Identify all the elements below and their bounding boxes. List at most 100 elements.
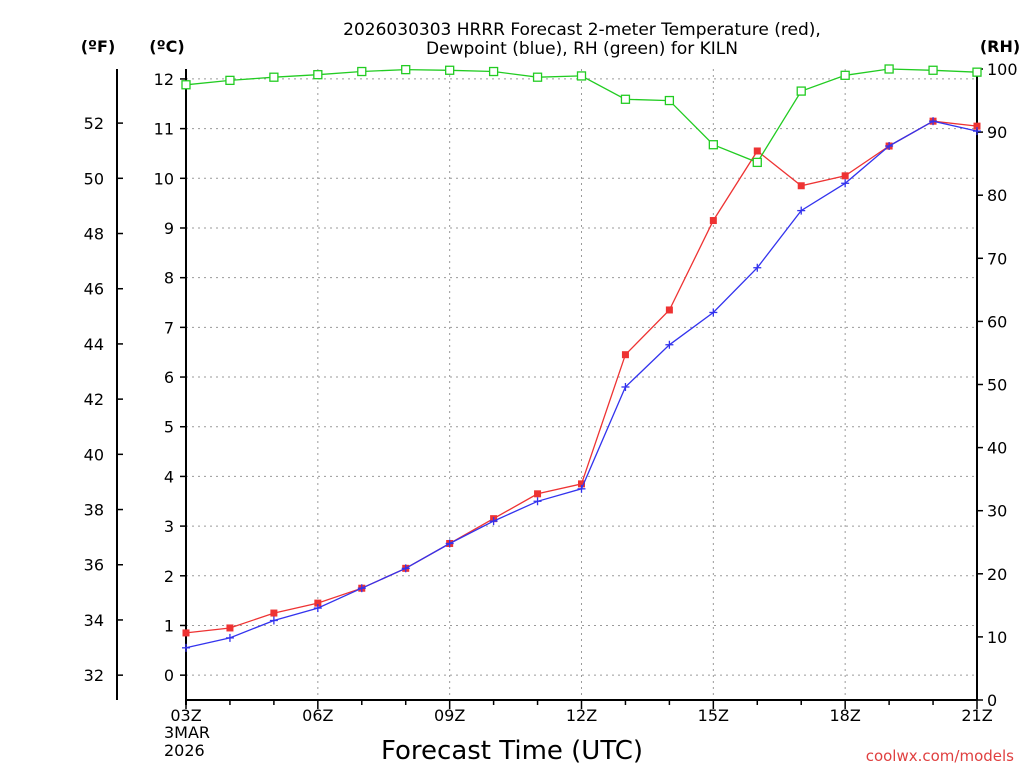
rh-point — [928, 65, 938, 75]
rh-unit-label: (RH) — [980, 37, 1020, 56]
dewpoint-point — [973, 127, 981, 136]
rh-point — [269, 72, 279, 82]
rh-point — [401, 64, 411, 75]
dewpoint-point — [929, 117, 938, 126]
dewpoint-point — [357, 584, 366, 593]
temperature-point — [841, 172, 849, 180]
dewpoint-point — [797, 206, 806, 215]
fahrenheit-tick-label: 42 — [84, 390, 104, 409]
rh-point — [972, 67, 982, 77]
rh-point — [884, 64, 894, 74]
rh-tick-label: 20 — [987, 565, 1007, 584]
x-tick-label: 03Z — [170, 706, 201, 725]
rh-tick-label: 90 — [987, 123, 1007, 142]
temperature-point — [753, 147, 761, 155]
x-tick-label: 21Z — [961, 706, 992, 725]
temperature-point — [665, 306, 673, 314]
rh-tick-label: 40 — [987, 439, 1007, 458]
celsius-unit-label: (ºC) — [149, 37, 184, 56]
celsius-tick-label: 0 — [164, 666, 174, 685]
rh-point — [445, 65, 455, 75]
celsius-tick-label: 4 — [164, 467, 174, 486]
dewpoint-point — [269, 616, 278, 625]
rh-point — [620, 94, 631, 104]
rh-point — [181, 80, 191, 90]
rh-tick-label: 0 — [987, 691, 997, 710]
temperature-point — [797, 182, 805, 190]
rh-point — [532, 72, 543, 82]
fahrenheit-tick-label: 46 — [84, 280, 104, 299]
chart-series — [181, 64, 982, 652]
temperature-point — [314, 599, 322, 607]
dewpoint-point — [753, 263, 762, 272]
celsius-tick-label: 6 — [164, 368, 174, 387]
dewpoint-point — [709, 308, 718, 317]
fahrenheit-tick-label: 52 — [84, 114, 104, 133]
dewpoint-point — [489, 517, 498, 526]
chart-axes: 0123456789101112323436384042444648505201… — [84, 60, 1018, 725]
rh-tick-label: 60 — [987, 312, 1007, 331]
rh-point — [357, 66, 367, 77]
rh-tick-label: 10 — [987, 628, 1007, 647]
temperature-point — [709, 217, 717, 225]
rh-tick-label: 50 — [987, 376, 1007, 395]
chart-title-line-2: Dewpoint (blue), RH (green) for KILN — [426, 39, 738, 59]
temperature-point — [973, 122, 981, 130]
celsius-tick-label: 9 — [164, 219, 174, 238]
x-tick-label: 06Z — [302, 706, 333, 725]
celsius-tick-label: 5 — [164, 418, 174, 437]
dewpoint-point — [313, 604, 322, 613]
temperature-point — [182, 629, 190, 637]
dewpoint-point — [577, 484, 586, 493]
rh-tick-label: 30 — [987, 502, 1007, 521]
rh-point — [488, 66, 499, 77]
dewpoint-point — [665, 340, 674, 349]
dewpoint-point — [533, 497, 542, 506]
x-tick-label: 15Z — [698, 706, 729, 725]
rh-point — [313, 70, 323, 80]
dewpoint-point — [841, 179, 850, 188]
x-tick-label: 18Z — [830, 706, 861, 725]
fahrenheit-tick-label: 48 — [84, 225, 104, 244]
celsius-tick-label: 1 — [164, 616, 174, 635]
rh-tick-label: 80 — [987, 186, 1007, 205]
fahrenheit-tick-label: 38 — [84, 501, 104, 520]
dewpoint-point — [445, 539, 454, 548]
rh-tick-label: 70 — [987, 249, 1007, 268]
dewpoint-point — [621, 382, 630, 391]
x-start-date-label: 3MAR — [164, 723, 210, 742]
fahrenheit-tick-label: 40 — [84, 445, 104, 464]
dewpoint-point — [225, 633, 234, 642]
celsius-tick-label: 7 — [164, 318, 174, 337]
rh-point — [796, 86, 806, 96]
dewpoint-point — [401, 564, 410, 573]
series-dewpoint — [182, 117, 981, 652]
rh-point — [225, 75, 235, 86]
fahrenheit-unit-label: (ºF) — [81, 37, 116, 56]
dewpoint-point — [182, 643, 190, 652]
temperature-point — [578, 480, 585, 488]
rh-point — [664, 95, 675, 106]
x-axis-title: Forecast Time (UTC) — [381, 736, 643, 766]
celsius-tick-label: 12 — [154, 70, 174, 89]
celsius-tick-label: 11 — [154, 120, 174, 139]
fahrenheit-tick-label: 32 — [84, 666, 104, 685]
rh-point — [576, 71, 587, 81]
grid-lines — [186, 69, 977, 700]
x-tick-label: 12Z — [566, 706, 597, 725]
credit-text: coolwx.com/models — [866, 747, 1014, 765]
fahrenheit-tick-label: 44 — [84, 335, 104, 354]
series-rh — [181, 64, 982, 168]
fahrenheit-tick-label: 36 — [84, 556, 104, 575]
x-start-year-label: 2026 — [164, 741, 205, 760]
celsius-tick-label: 10 — [154, 169, 174, 188]
celsius-tick-label: 2 — [164, 567, 174, 586]
x-tick-label: 09Z — [434, 706, 465, 725]
rh-point — [840, 70, 850, 80]
temperature-point — [621, 351, 629, 359]
dewpoint-point — [885, 142, 894, 151]
rh-point — [752, 157, 762, 168]
temperature-point — [226, 624, 234, 632]
rh-point — [708, 140, 718, 150]
